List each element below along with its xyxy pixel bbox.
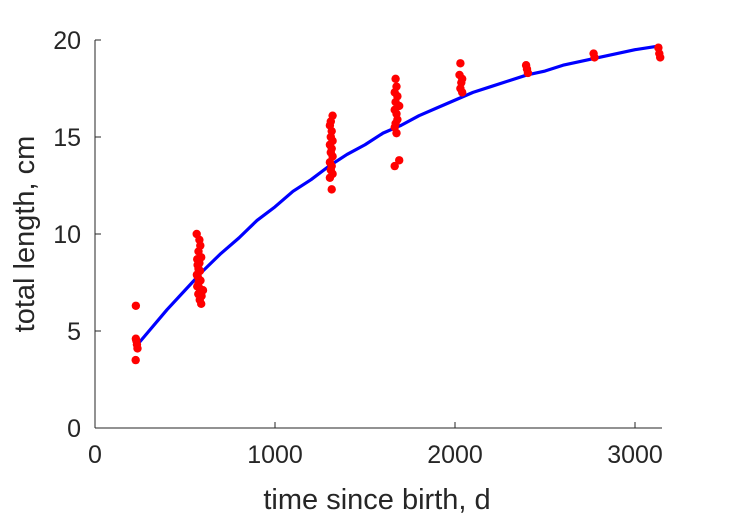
x-tick-label: 2000 (427, 441, 483, 469)
ticks: 0 1000 2000 3000 0 5 10 15 20 (53, 27, 663, 469)
data-point (523, 68, 533, 78)
y-tick-label: 10 (53, 221, 81, 249)
y-axis-label: total length, cm (9, 136, 41, 333)
x-tick-label: 1000 (247, 441, 303, 469)
data-point (328, 111, 337, 120)
data-point (325, 173, 335, 182)
data-point (133, 344, 142, 353)
x-tick-label: 0 (88, 441, 102, 469)
y-tick-label: 0 (67, 415, 81, 443)
axes (94, 40, 662, 429)
x-axis-label: time since birth, d (263, 484, 490, 516)
data-point (131, 355, 140, 365)
y-tick-label: 20 (53, 27, 81, 55)
data-point (590, 53, 599, 62)
data-point (197, 299, 206, 309)
x-tick-label: 3000 (607, 441, 663, 469)
data-point (392, 128, 401, 138)
data-point (391, 74, 400, 84)
data-point (327, 185, 336, 194)
data-point (131, 301, 141, 310)
y-tick-label: 5 (67, 318, 81, 346)
data-points-layer (131, 43, 665, 365)
data-point (458, 88, 467, 97)
data-point (656, 53, 665, 62)
y-tick-label: 15 (53, 124, 81, 152)
data-point (456, 59, 465, 68)
data-point (390, 161, 399, 171)
data-point (395, 156, 404, 165)
